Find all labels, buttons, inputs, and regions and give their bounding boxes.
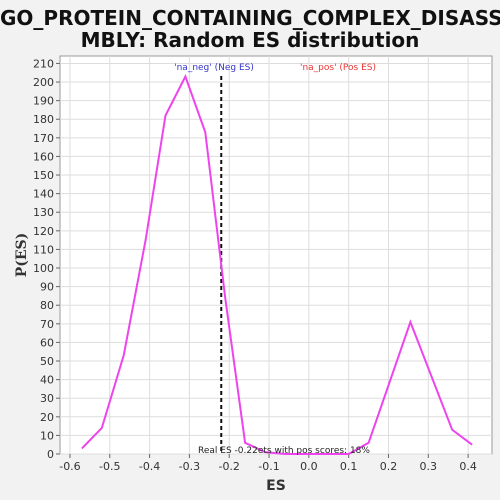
x-tick-label: -0.4 — [139, 460, 160, 473]
y-tick-label: 70 — [40, 318, 54, 331]
y-tick-label: 90 — [40, 281, 54, 294]
y-tick-label: 60 — [40, 336, 54, 349]
pos-es-label: 'na_pos' (Pos ES) — [300, 63, 376, 73]
y-tick-label: 120 — [33, 225, 54, 238]
plot-area — [59, 55, 493, 455]
y-tick-label: 110 — [33, 243, 54, 256]
y-axis-ticks: 0 10 20 30 40 50 60 70 80 90 100 110 120 130 140 150 160… — [33, 57, 60, 461]
y-tick-label: 170 — [33, 132, 54, 145]
x-tick-label: -0.6 — [59, 460, 80, 473]
y-tick-label: 200 — [33, 76, 54, 89]
chart-title-line-1: GO_PROTEIN_CONTAINING_COMPLEX_DISASSE — [0, 6, 500, 30]
y-tick-label: 100 — [33, 262, 54, 275]
y-tick-label: 180 — [33, 113, 54, 126]
y-axis-label: P(ES) — [14, 233, 30, 278]
y-tick-label: 0 — [47, 448, 54, 461]
y-tick-label: 210 — [33, 57, 54, 70]
neg-es-label: 'na_neg' (Neg ES) — [174, 63, 254, 73]
y-tick-label: 10 — [40, 429, 54, 442]
y-tick-label: 140 — [33, 188, 54, 201]
chart-title-line-2: MBLY: Random ES distribution — [80, 28, 420, 52]
y-tick-label: 150 — [33, 169, 54, 182]
y-tick-label: 160 — [33, 150, 54, 163]
x-tick-label: -0.2 — [218, 460, 239, 473]
x-axis-label: ES — [266, 478, 286, 494]
series-line — [81, 73, 473, 455]
grid-lines — [60, 56, 492, 455]
y-tick-label: 80 — [40, 299, 54, 312]
x-tick-label: 0.2 — [380, 460, 398, 473]
x-tick-label: 0.1 — [340, 460, 358, 473]
x-tick-label: 0.0 — [300, 460, 318, 473]
x-tick-label: 0.3 — [420, 460, 438, 473]
x-tick-label: 0.4 — [459, 460, 477, 473]
y-tick-label: 190 — [33, 95, 54, 108]
y-tick-label: 30 — [40, 392, 54, 405]
y-tick-label: 130 — [33, 206, 54, 219]
real-es-note: Real ES -0.22ets with pos scores: 18% — [198, 446, 370, 456]
x-tick-label: -0.3 — [179, 460, 200, 473]
x-tick-label: -0.5 — [99, 460, 120, 473]
y-tick-label: 20 — [40, 411, 54, 424]
y-tick-label: 40 — [40, 374, 54, 387]
y-tick-label: 50 — [40, 355, 54, 368]
x-tick-label: -0.1 — [258, 460, 279, 473]
x-axis-ticks: -0.6 -0.5 -0.4 -0.3 -0.2 -0.1 0.0 0.1 0.2 0.3 0.4 — [59, 454, 477, 473]
